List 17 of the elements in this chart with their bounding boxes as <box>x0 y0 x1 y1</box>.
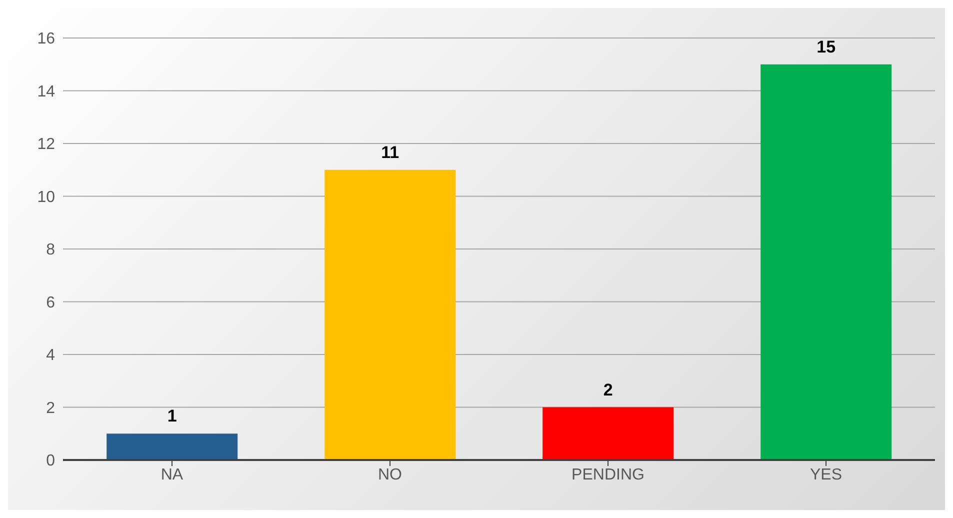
x-tick-label: YES <box>810 466 842 484</box>
x-tick-label: NA <box>160 466 184 484</box>
y-tick-label: 16 <box>37 30 56 48</box>
y-tick-label: 4 <box>46 347 56 364</box>
y-tick-label: 12 <box>37 136 56 154</box>
y-tick-label: 10 <box>37 188 56 206</box>
y-tick-label: 6 <box>46 294 56 312</box>
y-tick-label: 8 <box>46 242 56 259</box>
y-tick-label: 2 <box>46 400 56 417</box>
data-label: 2 <box>603 380 613 400</box>
x-tick-label: NO <box>378 466 402 484</box>
data-label: 15 <box>816 37 836 56</box>
data-label: 1 <box>167 406 177 426</box>
y-tick-label: 0 <box>46 452 56 470</box>
data-label: 11 <box>381 142 400 162</box>
y-tick-label: 14 <box>37 83 56 100</box>
x-tick-label: PENDING <box>572 466 644 484</box>
